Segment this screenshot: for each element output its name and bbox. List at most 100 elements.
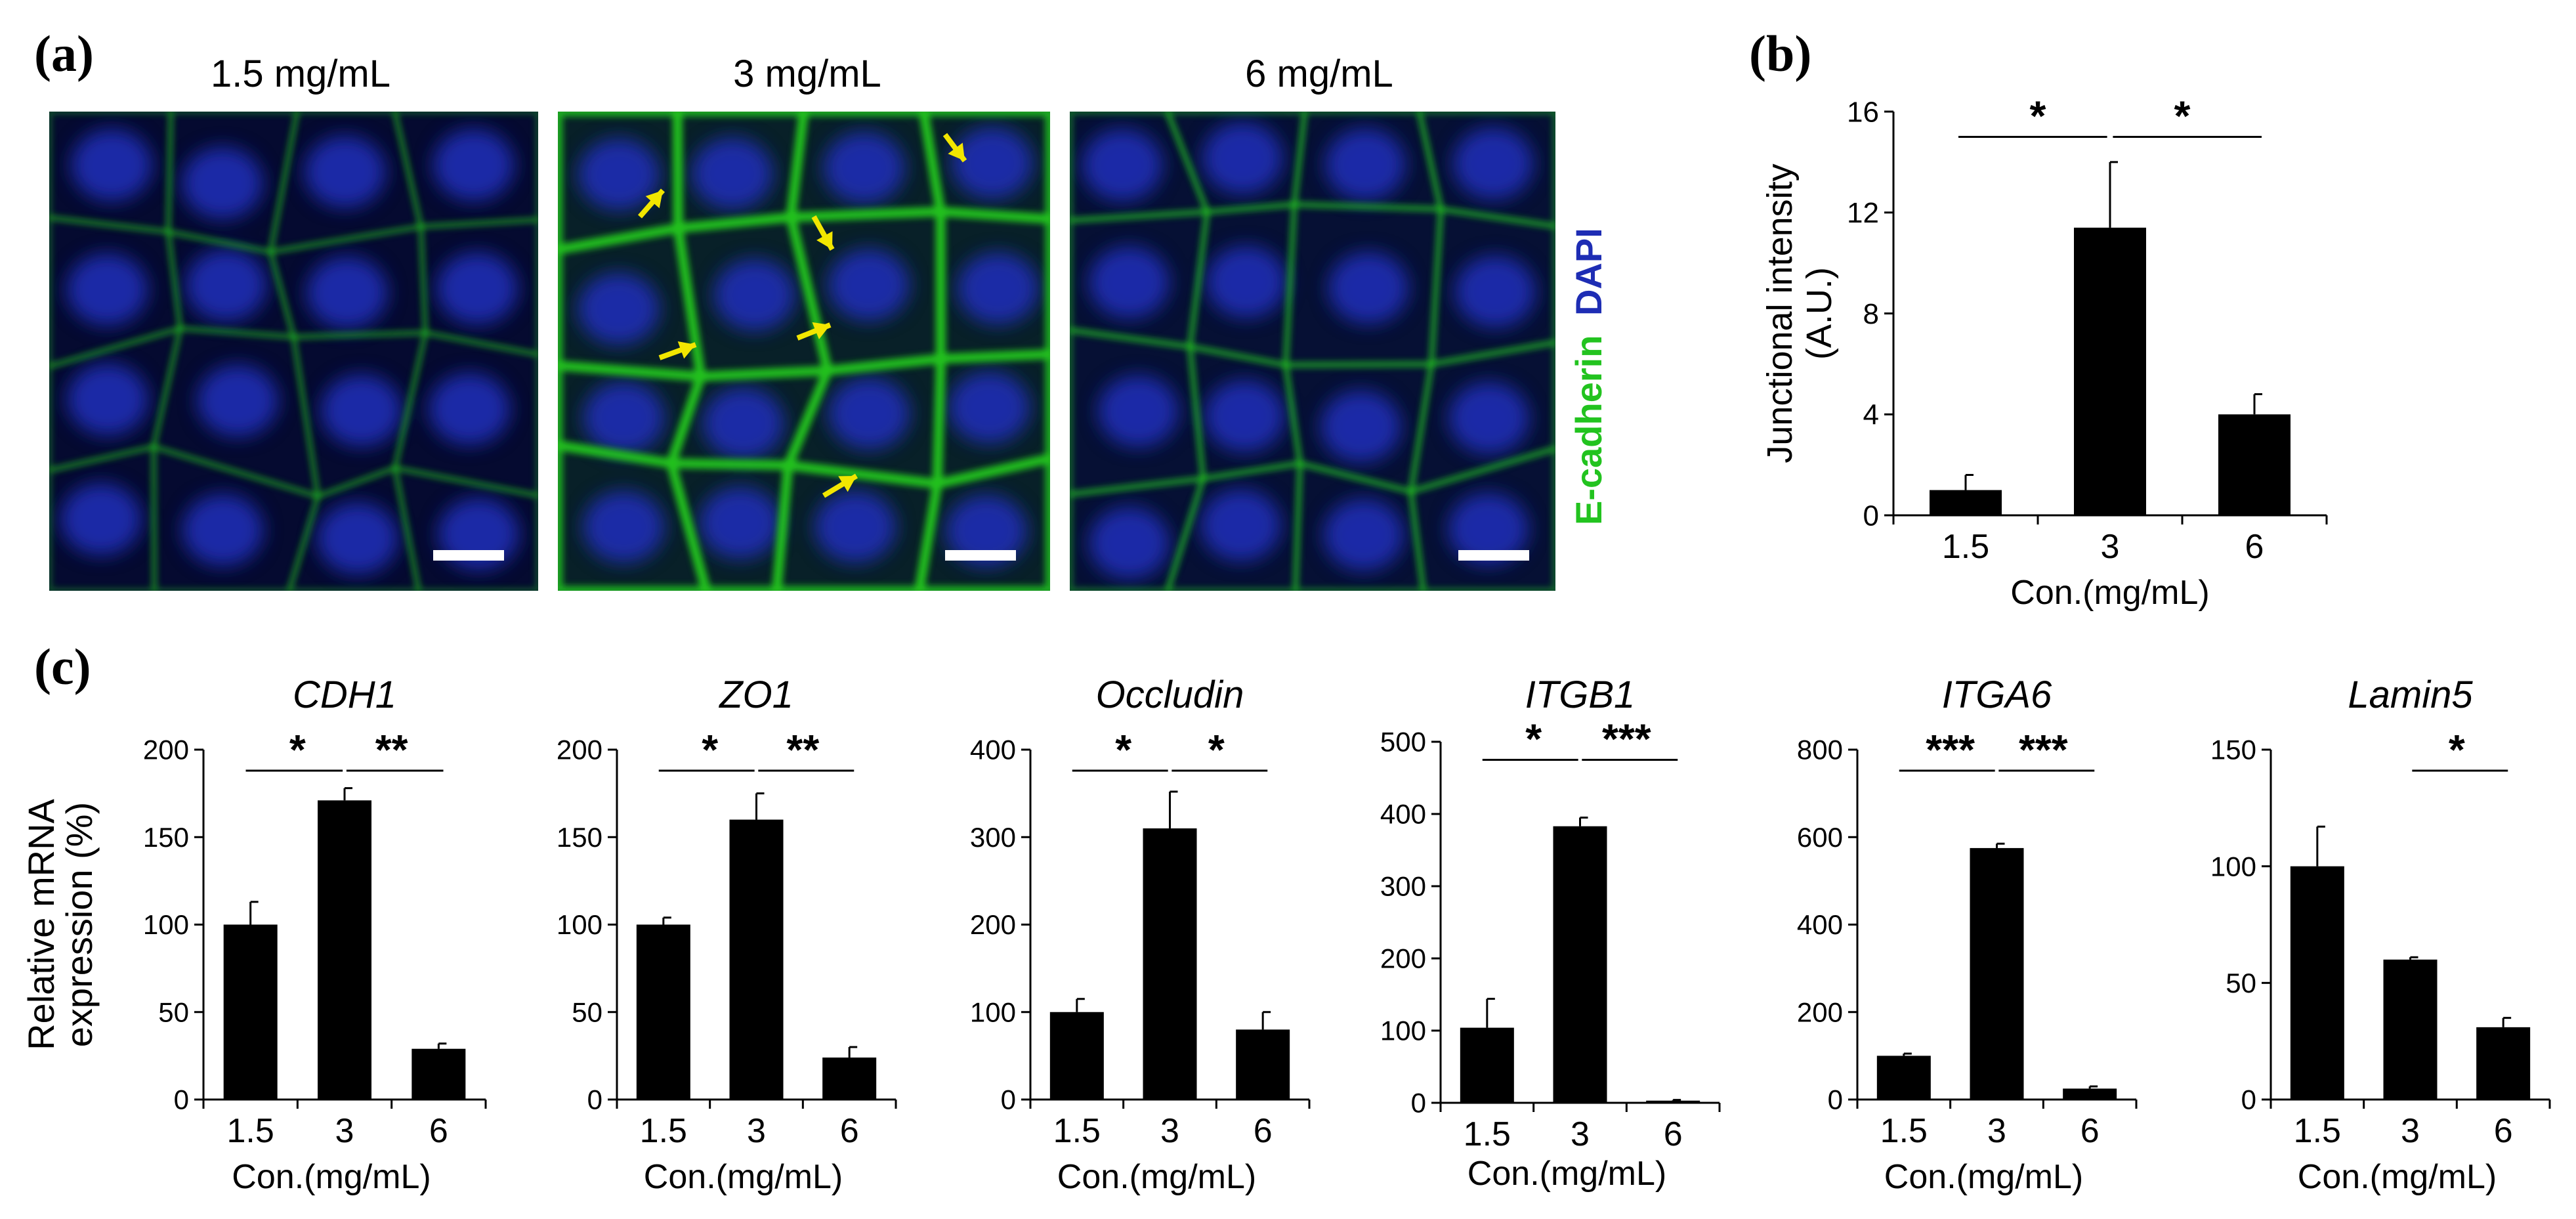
nucleus [1448,382,1529,454]
nucleus [305,136,386,208]
cell-membrane [1408,446,1555,591]
x-tick-label: 6 [840,1112,859,1150]
scale-bar [1458,550,1529,561]
x-axis-label: Con.(mg/mL) [1467,1155,1666,1193]
x-tick-label: 6 [1664,1115,1683,1153]
y-tick-label: 150 [143,822,189,853]
nucleus [1455,255,1536,328]
scale-bar [433,550,504,561]
significance-label: * [1208,726,1225,773]
y-tick-label: 4 [1863,399,1879,431]
arrow-head [838,476,856,492]
cell-membrane [392,465,538,591]
significance-label: * [2174,92,2191,139]
bar [2290,866,2344,1100]
cell-membrane [1416,112,1555,229]
chart-title: ITGB1 [1525,674,1636,716]
significance-label: * [1115,726,1131,773]
cell-membrane [392,112,538,229]
bar [1460,1027,1514,1103]
y-tick-label: 100 [143,909,189,940]
cell-membrane [49,444,157,591]
arrow-icon [796,322,832,341]
chart-occludin: 0 100 200 300 400 1.5 3 6 * * Occludin Con.(mg/mL) [970,674,1311,1196]
nucleus [182,494,264,567]
nucleus [814,490,897,563]
stain-legend: E-cadherin DAPI [1568,228,1609,525]
arrow-head [677,341,696,359]
x-tick-label: 3 [2101,528,2120,566]
x-tick-label: 3 [335,1112,354,1150]
y-tick-label: 50 [2226,968,2256,998]
cell-membrane [392,330,538,498]
y-tick-label: 100 [557,909,602,940]
x-tick-label: 1.5 [1942,528,1989,566]
y-tick-label: 100 [1380,1016,1426,1046]
scale-bar [945,550,1016,561]
micrograph-title-1: 1.5 mg/mL [211,53,391,95]
y-tick-label: 400 [970,735,1016,765]
arrow-icon [658,341,697,360]
bar [636,924,690,1100]
nucleus [828,377,910,450]
arrow-icon [811,215,835,251]
chart-title: ZO1 [718,674,793,716]
x-tick-label: 3 [2401,1112,2420,1150]
y-tick-label: 0 [2241,1084,2256,1115]
nucleus [578,139,660,211]
y-tick-label: 200 [557,735,602,765]
y-tick-label: 0 [1863,500,1879,532]
significance-label: *** [2019,726,2068,773]
y-tick-label: 150 [557,822,602,853]
y-tick-label: 12 [1847,197,1879,229]
nucleus [1325,128,1406,201]
y-tick-label: 400 [1380,799,1426,830]
y-tick-label: 16 [1847,96,1879,128]
y-tick-label: 300 [1380,871,1426,902]
y-tick-label: 200 [970,909,1016,940]
nucleus [1206,246,1287,318]
arrow-icon [637,188,665,219]
panel-label-a: (a) [34,25,94,82]
nucleus [306,257,388,329]
nucleus [945,494,1027,567]
bar [1646,1100,1700,1103]
cell-membrane [1070,475,1206,591]
nucleus [823,131,905,204]
bar [729,819,784,1100]
y-axis-label: expression (%) [58,802,100,1047]
bar [2218,414,2291,515]
x-axis-label: Con.(mg/mL) [2010,574,2209,612]
x-axis-label: Con.(mg/mL) [644,1158,843,1196]
arrow-head [812,322,830,339]
nucleus [1202,122,1283,194]
y-tick-label: 300 [970,822,1016,853]
nucleus [578,272,660,345]
bar [1930,490,2002,515]
y-tick-label: 0 [587,1084,602,1115]
x-tick-label: 6 [2494,1112,2513,1150]
cell-membrane [666,458,793,591]
nucleus [1200,489,1281,561]
y-tick-label: 0 [1001,1084,1016,1115]
nucleus [1328,251,1409,324]
x-tick-label: 1.5 [2294,1112,2341,1150]
nucleus [67,363,148,436]
nucleus [317,502,398,574]
nucleus [702,387,784,460]
bar [223,924,278,1100]
cell-membrane [914,453,1050,591]
x-tick-label: 1.5 [1053,1112,1101,1150]
y-axis-label: Junctional intensity [1760,163,1800,463]
bar [1049,1012,1104,1100]
significance-label: * [1525,716,1542,763]
cell-membrane [1292,460,1426,591]
significance-label: ** [375,726,408,773]
y-tick-label: 800 [1797,735,1843,765]
cell-membrane [418,217,538,357]
bar [2063,1088,2117,1100]
micrograph-title-3: 6 mg/mL [1245,53,1393,95]
